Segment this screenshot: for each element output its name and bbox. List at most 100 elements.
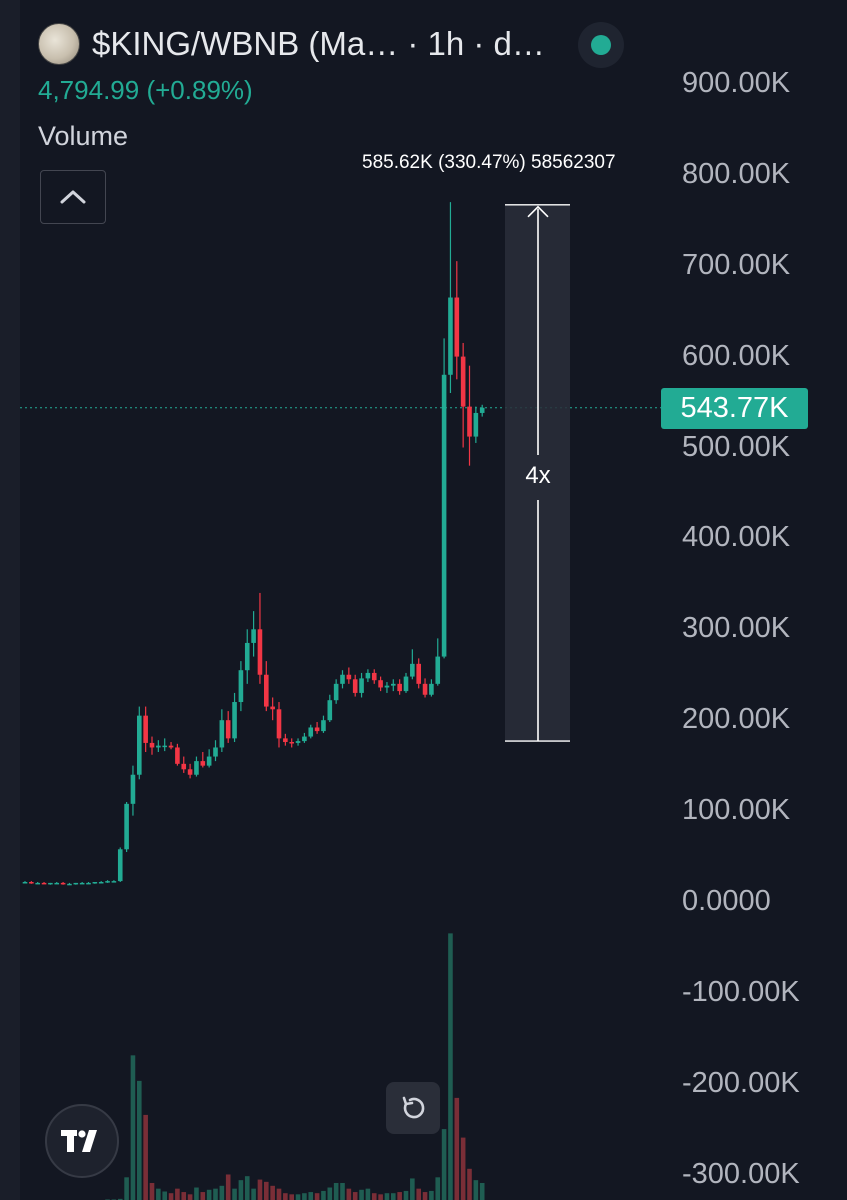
candle-body [378,680,383,688]
volume-bar [251,1188,256,1200]
price-axis-tick: 400.00K [682,521,791,554]
volume-bar [410,1178,415,1200]
volume-bar [435,1177,441,1200]
candle-body [244,642,250,671]
candle-body [340,674,345,684]
candle-body [308,727,314,737]
price-axis-tick: -300.00K [682,1157,800,1190]
volume-bar [194,1187,199,1200]
candle-body [302,736,307,742]
candle-body [73,882,79,885]
volume-bar [365,1188,371,1200]
volume-indicator-label[interactable]: Volume [38,121,129,151]
candle-body [200,761,206,766]
measure-arrowhead [527,205,549,218]
collapse-indicators-button[interactable] [40,170,106,224]
volume-bar [156,1188,161,1200]
left-edge [0,0,20,1200]
candle-body [257,629,263,675]
current-price-badge: 543.77K [661,388,808,429]
candle-body [162,745,167,748]
volume-bar [181,1192,187,1200]
token-avatar-icon [38,23,80,65]
volume-bar [225,1174,231,1200]
volume-bar [257,1179,263,1200]
volume-bar [213,1188,218,1200]
volume-bar [340,1182,345,1200]
candle-body [276,709,282,739]
symbol-header[interactable]: $KING/WBNB (Ma… · 1h · d… [38,22,545,66]
symbol-title[interactable]: $KING/WBNB (Ma… · 1h · d… [92,25,545,62]
candle-body [327,700,333,721]
candle-body [111,881,117,883]
candle-body [460,356,466,407]
price-row: 4,794.99 (+0.89%) [38,75,253,106]
volume-bar [448,933,453,1200]
candle-body [441,374,447,657]
volume-bar [124,1177,129,1200]
tradingview-logo-icon[interactable] [45,1104,119,1178]
volume-bar [359,1189,364,1200]
measure-label: 585.62K (330.47%) 58562307 [362,152,616,173]
candle-body [473,412,479,437]
candle-body [251,629,256,643]
candle-body [156,745,161,748]
price-axis-tick: 500.00K [682,430,791,463]
volume-bar [352,1192,358,1200]
candle-body [479,407,485,413]
volume-bar [162,1191,167,1200]
candle-body [41,882,47,885]
last-price: 4,794.99 [38,75,140,105]
volume-bar [137,1080,142,1200]
candle-body [225,720,231,739]
chart-area[interactable] [20,0,847,1200]
volume-bar [130,1055,136,1200]
candle-body [35,882,40,885]
chevron-up-icon [60,190,86,204]
price-axis-tick: -100.00K [682,975,800,1008]
price-change: (+0.89%) [146,75,253,105]
volume-bar [187,1194,193,1200]
volume-bar [403,1190,409,1200]
candle-body [403,676,409,692]
measure-factor-label: 4x [525,462,551,489]
volume-bar [270,1185,275,1200]
candle-body [391,683,396,686]
volume-bar [333,1182,339,1200]
price-axis-tick: 100.00K [682,794,791,827]
status-dot-icon [591,35,611,55]
chart-canvas[interactable] [20,0,847,1200]
candle-body [117,849,123,882]
candle-body [48,882,53,885]
volume-bar [314,1193,320,1200]
candle-body [124,803,129,850]
volume-bar [378,1194,383,1200]
candle-body [86,882,91,885]
candle-body [270,706,275,710]
volume-bar [467,1168,472,1200]
volume-bar [264,1181,269,1200]
price-axis-tick: -200.00K [682,1066,800,1099]
candle-body [333,683,339,701]
reset-chart-button[interactable] [386,1082,440,1134]
candle-body [22,882,28,884]
candle-body [467,406,472,437]
volume-bar [308,1192,314,1200]
candle-body [371,672,377,681]
candle-body [194,761,199,775]
volume-bar [168,1193,174,1200]
candle-body [346,674,352,680]
candle-body [219,720,225,748]
price-axis-tick: 200.00K [682,703,791,736]
candle-body [429,683,434,695]
candle-body [105,881,110,883]
volume-bar [232,1188,237,1200]
candle-body [92,882,98,884]
candle-body [365,672,371,679]
candle-body [98,882,104,884]
volume-bar [391,1193,396,1200]
volume-bar [219,1185,225,1200]
reset-icon [402,1096,425,1119]
volume-bar [397,1192,402,1200]
market-status-button[interactable] [578,22,624,68]
